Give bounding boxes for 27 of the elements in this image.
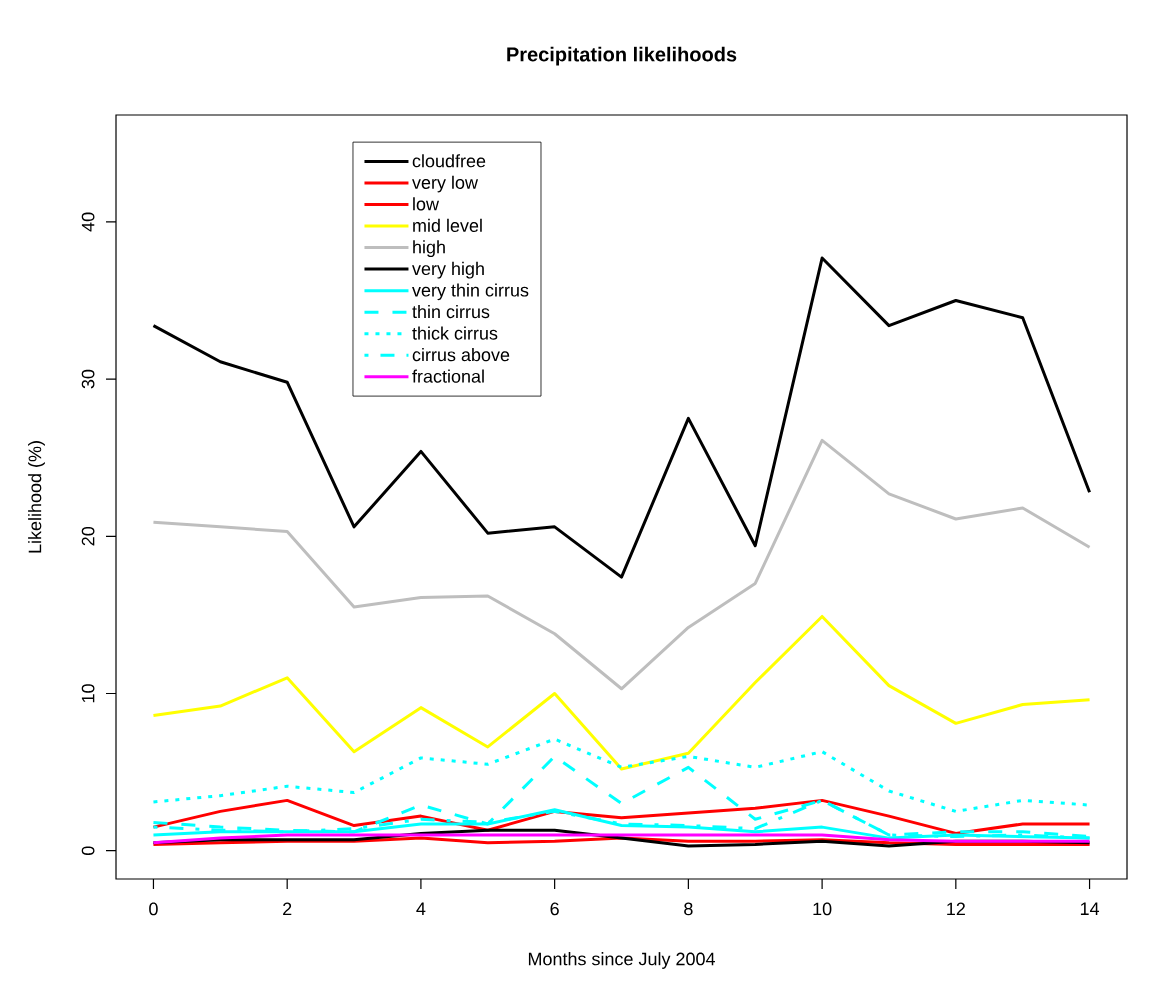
x-tick-label: 2: [283, 902, 292, 916]
legend-label: mid level: [413, 218, 482, 232]
x-axis-title: Months since July 2004: [528, 952, 715, 969]
y-tick-label: 20: [81, 526, 95, 546]
chart-title: Precipitation likelihoods: [507, 46, 737, 66]
legend-label: thick cirrus: [412, 326, 498, 340]
legend-label: cirrus above: [412, 348, 510, 362]
y-axis-title: Likelihood (%): [28, 441, 45, 553]
legend-label: very low: [412, 175, 479, 193]
y-tick-label: 40: [81, 212, 95, 232]
x-tick-label: 4: [416, 902, 426, 915]
y-tick-label: 10: [81, 684, 95, 703]
x-tick-label: 14: [1080, 902, 1100, 915]
legend-label: thin cirrus: [412, 304, 490, 319]
legend-label: fractional: [412, 369, 484, 383]
x-tick-label: 6: [550, 902, 559, 916]
legend-label: cloudfree: [412, 154, 486, 168]
legend-label: high: [413, 240, 445, 258]
legend-label: very high: [412, 261, 484, 279]
legend-label: very thin cirrus: [412, 283, 529, 301]
y-tick-label: 0: [81, 846, 95, 855]
x-tick-label: 0: [149, 902, 158, 916]
x-tick-label: 12: [947, 902, 965, 916]
legend-label: low: [413, 197, 440, 211]
x-tick-label: 8: [684, 902, 693, 916]
y-tick-label: 30: [81, 369, 95, 389]
x-tick-label: 10: [813, 902, 832, 916]
